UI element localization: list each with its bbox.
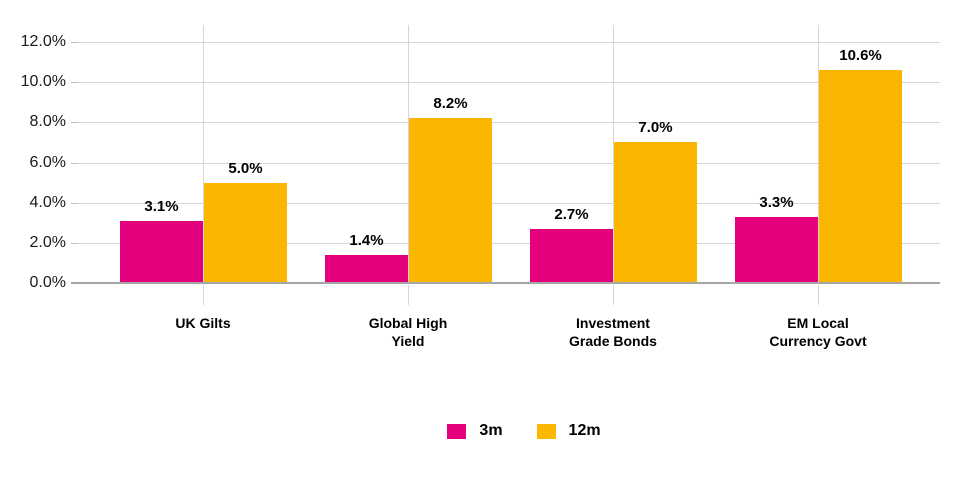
bar-value-label: 3.1% (144, 198, 179, 215)
bar-value-label: 2.7% (554, 206, 589, 223)
y-axis-tick (71, 82, 78, 83)
y-axis-label: 10.0% (20, 73, 66, 90)
x-axis-label: EM Local Currency Govt (769, 315, 867, 349)
y-axis-tick (71, 163, 78, 164)
gridline-horizontal (78, 243, 940, 244)
bar-3m (325, 255, 408, 283)
y-axis-tick (71, 42, 78, 43)
gridline-vertical (408, 25, 409, 283)
legend: 3m 12m (78, 421, 940, 441)
y-axis-label: 12.0% (20, 33, 66, 50)
gridline-horizontal (78, 163, 940, 164)
bar-value-label: 7.0% (638, 119, 673, 136)
legend-item-3m: 3m (447, 421, 503, 441)
gridline-horizontal (78, 203, 940, 204)
legend-item-12m: 12m (536, 421, 601, 441)
legend-label-12m: 12m (568, 422, 601, 439)
bar-value-label: 8.2% (433, 95, 468, 112)
y-axis-label: 0.0% (29, 274, 66, 291)
x-axis-tick (613, 285, 614, 305)
y-axis-label: 6.0% (29, 154, 66, 171)
gridline-vertical (613, 25, 614, 283)
bar-3m (120, 221, 203, 283)
gridline-horizontal (78, 42, 940, 43)
bar-value-label: 1.4% (349, 232, 384, 249)
x-axis-tick (408, 285, 409, 305)
y-axis-label: 2.0% (29, 234, 66, 251)
x-axis-label: Investment Grade Bonds (569, 315, 657, 349)
y-axis-tick (71, 243, 78, 244)
bar-12m (204, 183, 287, 283)
bar-value-label: 5.0% (228, 160, 263, 177)
legend-swatch-12m (536, 423, 556, 439)
x-axis-label: Global High Yield (368, 315, 448, 349)
legend-swatch-3m (447, 423, 467, 439)
gridline-horizontal (78, 122, 940, 123)
y-axis-label: 4.0% (29, 194, 66, 211)
bar-12m (409, 118, 492, 283)
gridline-vertical (203, 25, 204, 283)
bar-12m (614, 142, 697, 283)
x-axis-tick (818, 285, 819, 305)
x-axis-line (71, 282, 940, 284)
gridline-horizontal (78, 82, 940, 83)
bar-3m (735, 217, 818, 283)
y-axis-tick (71, 203, 78, 204)
x-axis-label: UK Gilts (175, 315, 231, 331)
y-axis-label: 8.0% (29, 113, 66, 130)
legend-label-3m: 3m (479, 422, 503, 439)
x-axis-tick (203, 285, 204, 305)
bar-value-label: 3.3% (759, 194, 794, 211)
gridline-vertical (818, 25, 819, 283)
bar-value-label: 10.6% (839, 47, 882, 64)
bar-12m (819, 70, 902, 283)
y-axis-tick (71, 122, 78, 123)
bar-3m (530, 229, 613, 283)
